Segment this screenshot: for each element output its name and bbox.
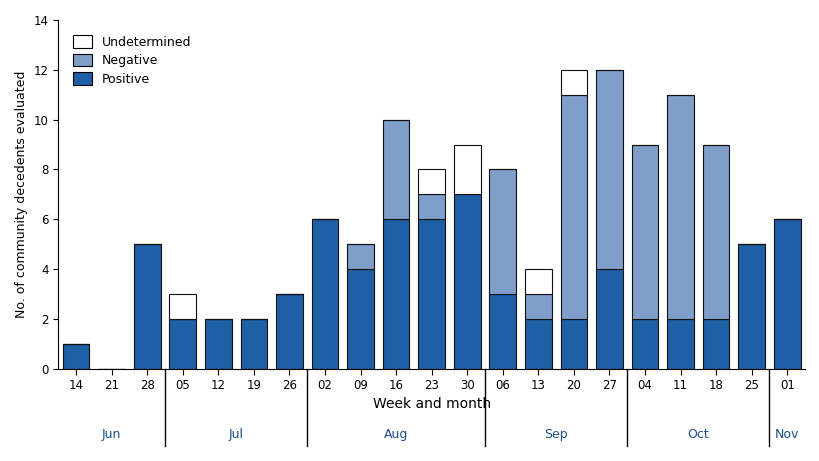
- Text: Aug: Aug: [383, 428, 408, 441]
- Bar: [170, 319, 196, 369]
- Text: Nov: Nov: [774, 428, 799, 441]
- Bar: [382, 219, 409, 369]
- Y-axis label: No. of community decedents evaluated: No. of community decedents evaluated: [15, 71, 28, 318]
- Text: Oct: Oct: [686, 428, 708, 441]
- X-axis label: Week and month: Week and month: [372, 397, 490, 411]
- Bar: [170, 294, 196, 319]
- Bar: [418, 195, 445, 219]
- Text: Jul: Jul: [229, 428, 243, 441]
- Bar: [62, 344, 89, 369]
- Bar: [453, 145, 480, 195]
- Bar: [667, 319, 693, 369]
- Bar: [702, 319, 729, 369]
- Bar: [560, 319, 586, 369]
- Bar: [524, 269, 551, 294]
- Bar: [702, 145, 729, 319]
- Bar: [737, 244, 764, 369]
- Bar: [240, 319, 267, 369]
- Bar: [418, 170, 445, 195]
- Bar: [773, 219, 799, 369]
- Bar: [346, 269, 373, 369]
- Bar: [595, 269, 622, 369]
- Bar: [133, 244, 161, 369]
- Bar: [631, 319, 658, 369]
- Bar: [489, 170, 515, 294]
- Bar: [667, 95, 693, 319]
- Bar: [276, 294, 302, 369]
- Bar: [595, 70, 622, 269]
- Bar: [346, 244, 373, 269]
- Bar: [311, 219, 338, 369]
- Bar: [382, 120, 409, 219]
- Bar: [524, 294, 551, 319]
- Bar: [560, 70, 586, 95]
- Text: Jun: Jun: [102, 428, 121, 441]
- Bar: [524, 319, 551, 369]
- Bar: [560, 95, 586, 319]
- Bar: [631, 145, 658, 319]
- Text: Sep: Sep: [544, 428, 568, 441]
- Bar: [453, 195, 480, 369]
- Bar: [205, 319, 231, 369]
- Bar: [489, 294, 515, 369]
- Legend: Undetermined, Negative, Positive: Undetermined, Negative, Positive: [68, 30, 197, 91]
- Bar: [418, 219, 445, 369]
